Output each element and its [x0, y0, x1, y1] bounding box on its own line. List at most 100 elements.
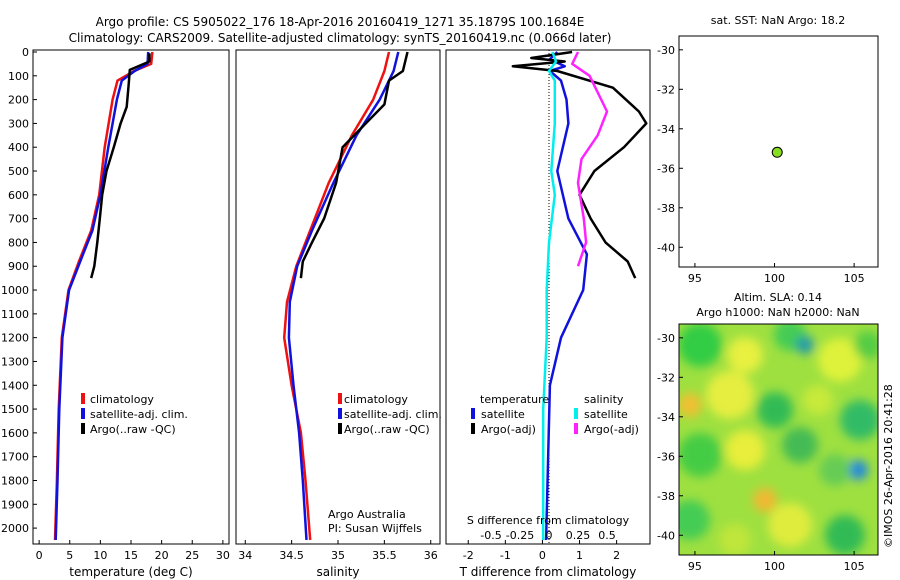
difference-series [511, 50, 648, 541]
sal-legend-satellite: satellite-adj. clim. [344, 408, 442, 421]
sal-legend-swatch-satellite [338, 408, 342, 419]
salinity-panel: 34 34.5 35 35.5 36 salinity climatology sate… [235, 49, 442, 579]
x-tick-label: 25 [185, 549, 199, 562]
lat-tick-label: -32 [657, 371, 675, 384]
depth-tick-label: 400 [8, 141, 29, 154]
difference-frame [445, 49, 651, 545]
depth-axis: 0 100 200 300 400 500 600 700 800 900 1000 1100 1200… [1, 46, 37, 535]
series-line-0 [53, 51, 154, 541]
pi-label: PI: Susan Wijffels [328, 522, 422, 535]
s-difference-label: S difference from climatology [467, 514, 630, 527]
series-line-0 [282, 51, 391, 541]
x-tick-label: -2 [463, 549, 474, 562]
sla-frame [678, 323, 879, 556]
depth-tick-label: 1400 [1, 379, 29, 392]
legend-title-temperature: temperature [480, 393, 549, 406]
sst-frame [678, 35, 879, 268]
depth-tick-label: 1700 [1, 451, 29, 464]
lat-tick-label: -38 [657, 490, 675, 503]
lon-tick-label: 105 [844, 560, 865, 573]
series-line-2 [89, 53, 151, 279]
series-line-0 [544, 51, 589, 541]
imos-credit: ©IMOS 26-Apr-2016 20:41:28 [882, 384, 895, 548]
s-tick-label: 0.5 [598, 529, 616, 542]
temperature-legend: climatology satellite-adj. clim. Argo(..… [81, 393, 188, 436]
x-tick-label: 36 [424, 549, 438, 562]
salinity-legend: climatology satellite-adj. clim. Argo(..… [338, 393, 442, 436]
lon-tick-label: 95 [688, 272, 702, 285]
difference-legend: temperature salinity satellite Argo(-adj… [471, 393, 639, 436]
legend-t-argo: Argo(-adj) [481, 423, 536, 436]
sla-heatmap [679, 324, 878, 555]
legend-s-argo: Argo(-adj) [584, 423, 639, 436]
sst-title: sat. SST: NaN Argo: 18.2 [711, 14, 845, 27]
lat-tick-label: -40 [657, 241, 675, 254]
x-tick-label: 34 [238, 549, 252, 562]
salinity-axis: 34 34.5 35 35.5 36 [238, 540, 438, 562]
depth-tick-label: 800 [8, 236, 29, 249]
x-tick-label: 30 [216, 549, 230, 562]
s-tick-label: -0.5 [480, 529, 501, 542]
legend-swatch-s-satellite [574, 408, 578, 419]
depth-tick-label: 1800 [1, 474, 29, 487]
lon-tick-label: 100 [764, 272, 785, 285]
x-tick-label: 0 [539, 549, 546, 562]
x-tick-label: 35.5 [372, 549, 397, 562]
sst-map-panel: sat. SST: NaN Argo: 18.2 95 100 105 -30 -32 -… [657, 14, 879, 285]
lat-tick-label: -38 [657, 202, 675, 215]
depth-tick-label: 600 [8, 189, 29, 202]
legend-swatch-s-argo [574, 423, 578, 434]
sal-legend-swatch-climatology [338, 393, 342, 404]
lat-tick-label: -36 [657, 162, 675, 175]
series-line-3 [570, 51, 609, 267]
legend-swatch-t-argo [471, 423, 475, 434]
depth-tick-label: 1000 [1, 284, 29, 297]
t-difference-label: T difference from climatology [459, 565, 637, 579]
t-difference-axis: -2 -1 0 1 2 [463, 540, 620, 562]
salinity-frame [235, 49, 441, 545]
temperature-series [53, 51, 154, 541]
depth-tick-label: 700 [8, 213, 29, 226]
depth-tick-label: 1100 [1, 308, 29, 321]
legend-t-satellite: satellite [481, 408, 525, 421]
lon-tick-label: 95 [688, 560, 702, 573]
series-line-1 [511, 50, 648, 279]
s-difference-axis: -0.5 -0.25 0 0.25 0.5 [480, 529, 615, 542]
depth-tick-label: 100 [8, 70, 29, 83]
depth-tick-label: 900 [8, 260, 29, 273]
lat-tick-label: -34 [657, 411, 675, 424]
x-tick-label: 0 [36, 549, 43, 562]
lat-tick-label: -30 [657, 44, 675, 57]
depth-tick-label: 0 [22, 46, 29, 59]
sst-axes: 95 100 105 -30 -32 -34 -36 -38 -40 [657, 44, 865, 285]
depth-tick-label: 1300 [1, 355, 29, 368]
legend-title-salinity: salinity [584, 393, 624, 406]
x-tick-label: 5 [66, 549, 73, 562]
x-tick-label: 1 [576, 549, 583, 562]
legend-climatology: climatology [90, 393, 154, 406]
sla-blobs [679, 324, 878, 555]
x-tick-label: 34.5 [279, 549, 304, 562]
lat-tick-label: -30 [657, 332, 675, 345]
float-position-marker [771, 146, 783, 158]
legend-argo: Argo(..raw -QC) [90, 423, 176, 436]
lon-tick-label: 100 [764, 560, 785, 573]
legend-swatch-t-satellite [471, 408, 475, 419]
depth-tick-label: 200 [8, 94, 29, 107]
sst-points [771, 146, 783, 158]
depth-tick-label: 300 [8, 117, 29, 130]
difference-panel: -2 -1 0 1 2 -0.5 -0.25 0 0.25 0.5 S difference f… [445, 49, 651, 579]
legend-swatch-argo [81, 423, 85, 434]
legend-s-satellite: satellite [584, 408, 628, 421]
sal-legend-swatch-argo [338, 423, 342, 434]
legend-swatch-climatology [81, 393, 85, 404]
s-tick-label: 0 [546, 529, 553, 542]
s-tick-label: 0.25 [566, 529, 591, 542]
legend-satellite: satellite-adj. clim. [90, 408, 188, 421]
depth-tick-label: 1200 [1, 332, 29, 345]
temperature-axis: 0 5 10 15 20 25 30 [36, 540, 230, 562]
figure-title-line1: Argo profile: CS 5905022_176 18-Apr-2016… [96, 15, 585, 29]
depth-tick-label: 500 [8, 165, 29, 178]
x-tick-label: 20 [155, 549, 169, 562]
